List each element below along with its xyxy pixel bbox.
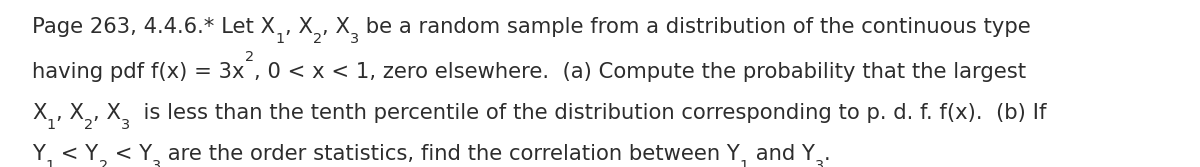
Text: 3: 3 (815, 159, 823, 167)
Text: < Y: < Y (54, 144, 98, 164)
Text: 1: 1 (276, 32, 284, 46)
Text: is less than the tenth percentile of the distribution corresponding to p. d. f. : is less than the tenth percentile of the… (131, 103, 1046, 123)
Text: 3: 3 (349, 32, 359, 46)
Text: Page 263, 4.4.6.* Let X: Page 263, 4.4.6.* Let X (32, 17, 276, 37)
Text: and Y: and Y (749, 144, 815, 164)
Text: 3: 3 (151, 159, 161, 167)
Text: having pdf f(x) = 3x: having pdf f(x) = 3x (32, 62, 245, 82)
Text: 2: 2 (98, 159, 108, 167)
Text: 1: 1 (47, 118, 56, 132)
Text: 2: 2 (313, 32, 322, 46)
Text: .: . (823, 144, 830, 164)
Text: , 0 < x < 1, zero elsewhere.  (a) Compute the probability that the largest: , 0 < x < 1, zero elsewhere. (a) Compute… (254, 62, 1026, 82)
Text: 3: 3 (121, 118, 131, 132)
Text: 2: 2 (84, 118, 94, 132)
Text: 1: 1 (46, 159, 54, 167)
Text: 2: 2 (245, 50, 254, 64)
Text: 1: 1 (739, 159, 749, 167)
Text: Y: Y (32, 144, 46, 164)
Text: , X: , X (94, 103, 121, 123)
Text: be a random sample from a distribution of the continuous type: be a random sample from a distribution o… (359, 17, 1031, 37)
Text: are the order statistics, find the correlation between Y: are the order statistics, find the corre… (161, 144, 739, 164)
Text: , X: , X (284, 17, 313, 37)
Text: X: X (32, 103, 47, 123)
Text: , X: , X (322, 17, 349, 37)
Text: , X: , X (56, 103, 84, 123)
Text: < Y: < Y (108, 144, 151, 164)
